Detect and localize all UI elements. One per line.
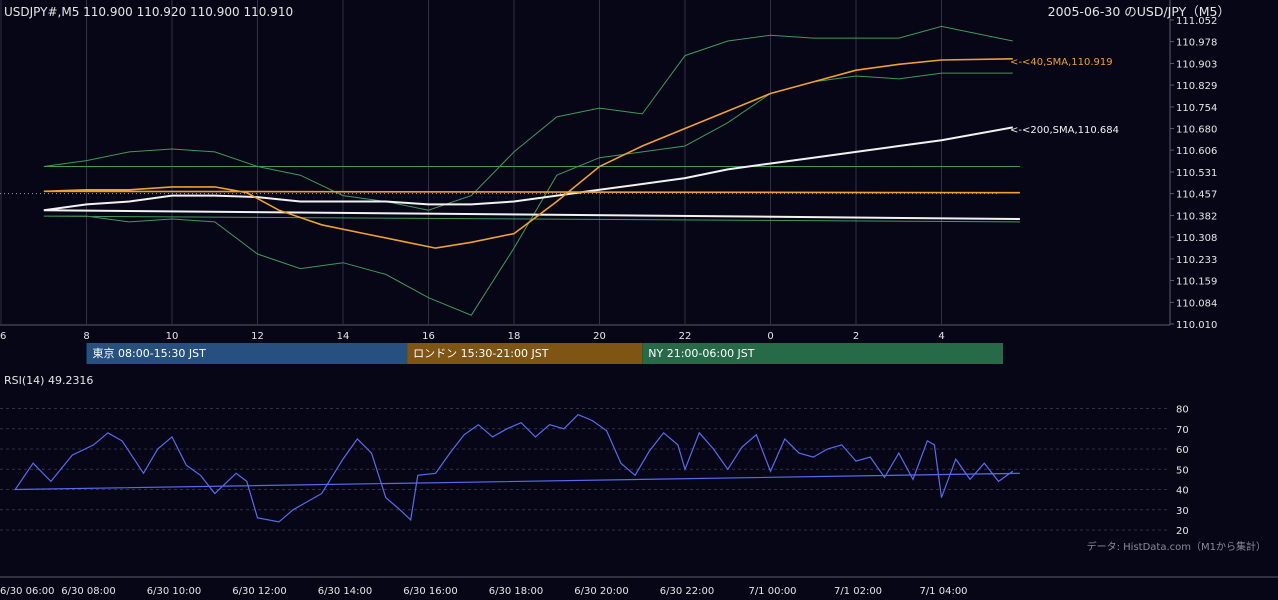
- price-tick-label: 110.606: [1176, 146, 1217, 157]
- date-tick-label: 7/1 04:00: [919, 586, 967, 597]
- hour-tick-label: 18: [508, 331, 521, 342]
- date-tick-label: 6/30 10:00: [147, 586, 201, 597]
- sma200-label: <-<200,SMA,110.684: [1010, 125, 1119, 136]
- price-tick-label: 110.382: [1176, 211, 1217, 222]
- date-tick-label: 6/30 14:00: [318, 586, 372, 597]
- hour-tick-label: 10: [166, 331, 179, 342]
- rsi-tick-label: 40: [1176, 486, 1189, 497]
- bollinger-lower-line: [43, 72, 1020, 316]
- rsi-tick-label: 70: [1176, 425, 1189, 436]
- rsi-tick-label: 20: [1176, 526, 1189, 537]
- symbol-ohlc-text: USDJPY#,M5 110.900 110.920 110.900 110.9…: [4, 5, 293, 19]
- hour-tick-label: 2: [853, 331, 859, 342]
- session-bar: 東京 08:00-15:30 JST ロンドン 15:30-21:00 JST NY…: [86, 343, 1003, 364]
- price-tick-label: 110.829: [1176, 81, 1217, 92]
- rsi-tick-label: 80: [1176, 405, 1189, 416]
- hour-tick-label: 6: [0, 331, 6, 342]
- price-axis-ticks: 111.052 110.978 110.903 110.829 110.754 110.6…: [1170, 16, 1217, 331]
- hour-tick-label: 8: [83, 331, 89, 342]
- date-tick-label: 6/30 18:00: [489, 586, 543, 597]
- price-tick-label: 110.531: [1176, 168, 1217, 179]
- date-tick-label: 6/30 08:00: [61, 586, 115, 597]
- price-tick-label: 110.457: [1176, 190, 1217, 201]
- price-tick-label: 110.308: [1176, 233, 1217, 244]
- date-axis-ticks: 6/30 06:00 6/30 08:00 6/30 10:00 6/30 12:00…: [0, 586, 968, 597]
- sma40-line: [43, 58, 1020, 249]
- hour-tick-label: 14: [337, 331, 350, 342]
- data-credit: データ: HistData.com（M1から集計）: [1087, 540, 1266, 553]
- rsi-axis-ticks: 80 70 60 50 40 30 20: [1176, 405, 1189, 538]
- hour-axis-ticks: 6 8 10 12 14 16 18 20 22 0 2 4: [0, 331, 945, 342]
- sma40-label: <-<40,SMA,110.919: [1010, 57, 1113, 68]
- hour-tick-label: 20: [593, 331, 606, 342]
- hour-tick-label: 12: [251, 331, 264, 342]
- rsi-grid: [0, 408, 1170, 531]
- price-tick-label: 110.233: [1176, 255, 1217, 266]
- session-block: [642, 343, 1003, 364]
- session-label: ロンドン 15:30-21:00 JST: [413, 347, 549, 360]
- rsi-tick-label: 50: [1176, 465, 1189, 476]
- date-tick-label: 6/30 16:00: [403, 586, 457, 597]
- rsi-line: [14, 413, 1020, 523]
- date-tick-label: 7/1 00:00: [748, 586, 796, 597]
- session-block: [86, 343, 408, 364]
- rsi-tick-label: 60: [1176, 445, 1189, 456]
- rsi-tick-label: 30: [1176, 506, 1189, 517]
- session-label: 東京 08:00-15:30 JST: [93, 346, 207, 360]
- date-tick-label: 6/30 12:00: [232, 586, 286, 597]
- main-grid: [0, 0, 942, 325]
- session-label: NY 21:00-06:00 JST: [648, 347, 755, 360]
- date-tick-label: 6/30 20:00: [574, 586, 628, 597]
- date-tick-label: 6/30 06:00: [0, 586, 54, 597]
- rsi-label: RSI(14) 49.2316: [4, 374, 93, 387]
- price-tick-label: 110.754: [1176, 103, 1217, 114]
- price-tick-label: 110.903: [1176, 59, 1217, 70]
- hour-tick-label: 22: [679, 331, 692, 342]
- sma200-line: [43, 126, 1020, 220]
- price-tick-label: 110.159: [1176, 277, 1217, 288]
- price-tick-label: 110.978: [1176, 38, 1217, 49]
- price-tick-label: 110.010: [1176, 320, 1217, 331]
- hour-tick-label: 0: [767, 331, 773, 342]
- hour-tick-label: 4: [938, 331, 944, 342]
- date-tick-label: 6/30 22:00: [660, 586, 714, 597]
- bollinger-upper-line: [43, 25, 1020, 211]
- price-tick-label: 111.052: [1176, 16, 1217, 27]
- session-block: [407, 343, 643, 364]
- price-tick-label: 110.084: [1176, 298, 1217, 309]
- chart-title: 2005-06-30 のUSD/JPY（M5）: [1048, 4, 1230, 19]
- date-tick-label: 7/1 02:00: [834, 586, 882, 597]
- hour-tick-label: 16: [422, 331, 435, 342]
- price-tick-label: 110.680: [1176, 125, 1217, 136]
